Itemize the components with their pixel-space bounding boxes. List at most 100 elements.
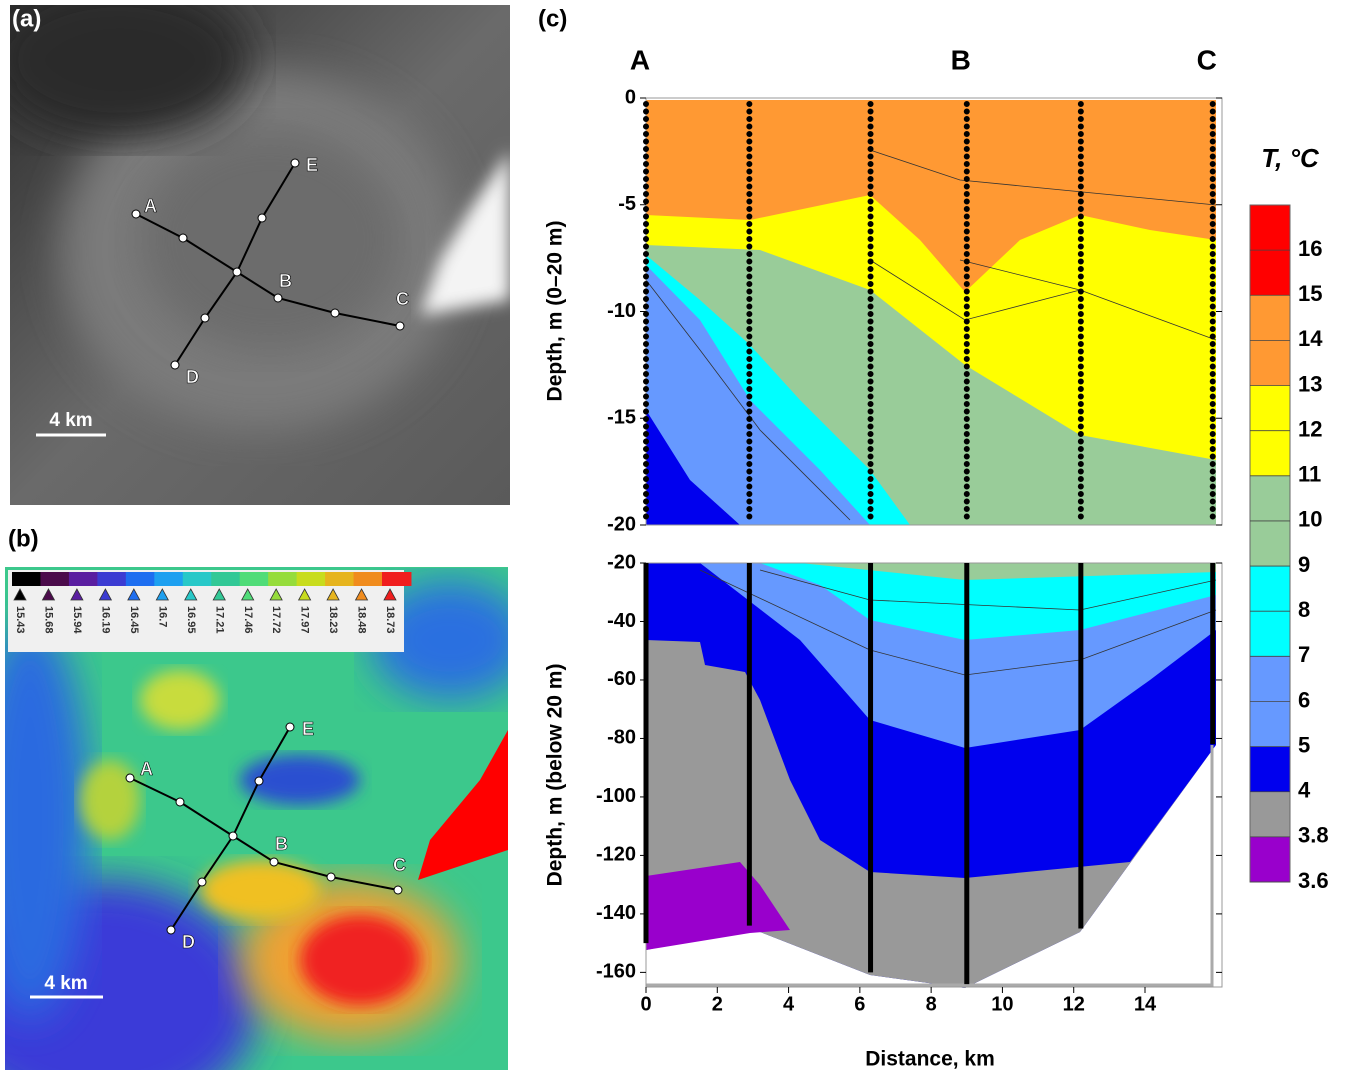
colorbar-swatch xyxy=(97,572,127,586)
colorbar-label: 4 xyxy=(1298,778,1311,803)
contour-lower xyxy=(646,563,1217,988)
tick-marker xyxy=(212,588,226,601)
colorbar-label: 11 xyxy=(1298,462,1321,487)
y-tick-label: -20 xyxy=(607,551,636,573)
station-point xyxy=(166,925,176,935)
colorbar-band xyxy=(1250,791,1290,837)
colorbar-swatch xyxy=(353,572,383,586)
station-point xyxy=(232,267,242,277)
colorbar-swatch xyxy=(325,572,355,586)
colorbar-band xyxy=(1250,611,1290,657)
tick-label: 16.45 xyxy=(128,606,140,634)
transect: A B C D E xyxy=(131,154,409,387)
scale-label: 4 km xyxy=(49,410,92,431)
tick-marker xyxy=(326,588,340,601)
colorbar-label: 8 xyxy=(1298,597,1310,622)
station-point xyxy=(395,321,405,331)
station-point xyxy=(200,313,210,323)
panel-label: (a) xyxy=(12,5,41,32)
tick-label: 17.72 xyxy=(270,606,282,634)
colorbar-swatch xyxy=(211,572,241,586)
colorbar-swatch xyxy=(182,572,213,586)
tick-label: 17.97 xyxy=(299,606,311,634)
colorbar-label: 3.8 xyxy=(1298,823,1329,848)
station-point xyxy=(285,722,295,732)
colorbar-band xyxy=(1250,520,1290,567)
station-point xyxy=(178,233,188,243)
transect-line xyxy=(135,213,401,327)
transect: A B C D E xyxy=(125,718,406,952)
station-label: D xyxy=(182,932,195,952)
x-tick-label: 0 xyxy=(640,993,651,1015)
tick-label: 15.43 xyxy=(14,606,26,634)
panel-label: (c) xyxy=(538,5,567,32)
tick-marker xyxy=(383,588,397,601)
y-tick-label: -140 xyxy=(596,902,636,924)
tick-marker xyxy=(41,588,56,601)
colorbar-label: 13 xyxy=(1298,371,1322,396)
colorbar-swatch xyxy=(125,572,156,586)
colorbar-band xyxy=(1250,205,1290,251)
y-tick-label: 0 xyxy=(625,86,636,108)
station-point xyxy=(175,797,185,807)
station-point xyxy=(290,158,300,168)
colorbar-band xyxy=(1250,385,1290,431)
tick-marker xyxy=(184,588,198,601)
contour-upper xyxy=(645,100,1217,525)
x-tick-label: 10 xyxy=(991,993,1013,1015)
x-tick-label: 12 xyxy=(1063,993,1085,1015)
station-label: C xyxy=(1197,44,1217,75)
colorbar-title: T, °C xyxy=(1261,143,1320,173)
colorbar-swatch xyxy=(239,572,270,586)
scale-label: 4 km xyxy=(44,973,87,994)
tick-marker xyxy=(269,588,283,601)
colorbar-swatch xyxy=(268,572,298,586)
tick-label: 17.46 xyxy=(242,606,254,634)
x-tick-label: 4 xyxy=(783,993,795,1015)
y-tick-label: -120 xyxy=(596,844,636,866)
station-label: B xyxy=(275,834,288,854)
colorbar-swatch xyxy=(68,572,99,586)
colorbar-label: 15 xyxy=(1298,281,1322,306)
transect-line xyxy=(129,777,399,891)
station-point xyxy=(257,213,267,223)
colorbar-band xyxy=(1250,701,1290,747)
station-point xyxy=(326,872,336,882)
colorbar-band xyxy=(1250,746,1290,792)
y-tick-label: -160 xyxy=(596,961,636,983)
tick-marker xyxy=(297,588,312,601)
tick-marker xyxy=(155,588,169,601)
x-tick-label: 14 xyxy=(1134,993,1157,1015)
colorbar-label: 7 xyxy=(1298,642,1310,667)
colorbar-band xyxy=(1250,656,1290,702)
tick-marker xyxy=(127,588,141,601)
colorbar-band xyxy=(1250,250,1290,296)
colorbar-band xyxy=(1250,475,1290,521)
station-point xyxy=(330,308,340,318)
colorbar: 15.43 15.68 15.94 16.19 16.45 16.7 16.95 17.21 1… xyxy=(12,572,412,634)
tick-label: 18.73 xyxy=(384,606,396,634)
colorbar-swatch xyxy=(12,572,42,586)
station-label: C xyxy=(393,855,406,875)
station-label: B xyxy=(279,271,292,291)
panel-label: (b) xyxy=(8,525,39,552)
tick-label: 18.48 xyxy=(356,606,368,634)
y-tick-label: -100 xyxy=(596,785,636,807)
colorbar-label: 3.6 xyxy=(1298,868,1329,893)
colorbar-band xyxy=(1250,836,1290,882)
station-label: A xyxy=(630,44,650,75)
station-point xyxy=(125,773,135,783)
x-axis-label: Distance, km xyxy=(865,1048,995,1071)
station-label: A xyxy=(140,759,153,779)
station-point xyxy=(131,209,141,219)
colorbar-label: 5 xyxy=(1298,732,1310,757)
colorbar-swatch xyxy=(382,572,412,586)
tick-label: 17.21 xyxy=(213,606,225,634)
colorbar-label: 6 xyxy=(1298,687,1310,712)
tick-marker xyxy=(70,588,84,601)
station-label: B xyxy=(951,44,971,75)
colorbar-swatch xyxy=(296,572,327,586)
y-axis-label: Depth, m (0–20 m) xyxy=(544,221,567,402)
station-point xyxy=(197,877,207,887)
tick-marker xyxy=(13,588,27,601)
